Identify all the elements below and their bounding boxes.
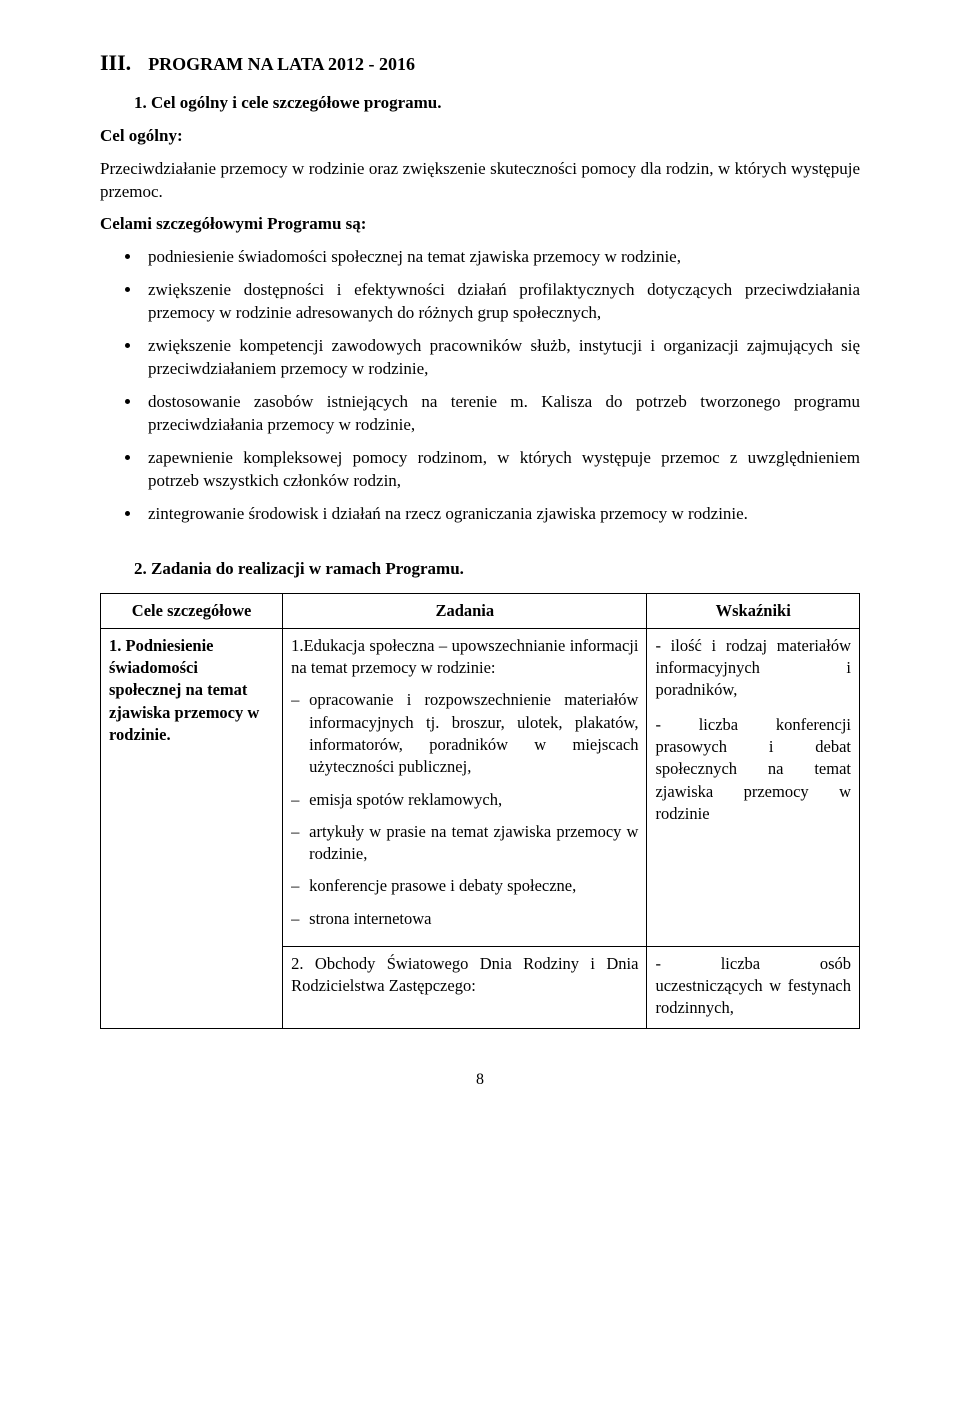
subsection-1-title: 1. Cel ogólny i cele szczegółowe program…: [134, 92, 860, 115]
wskaznik-text: - liczba konferencji prasowych i debat s…: [655, 714, 851, 825]
subsection-2-title: 2. Zadania do realizacji w ramach Progra…: [134, 558, 860, 581]
cell-cele-1: 1. Podniesienie świadomości społecznej n…: [101, 628, 283, 1028]
list-item: opracowanie i rozpowszechnienie materiał…: [291, 689, 638, 778]
celami-list: podniesienie świadomości społecznej na t…: [142, 246, 860, 525]
wskaznik-text: - ilość i rodzaj materiałów informacyjny…: [655, 635, 851, 702]
zadania-1-list: opracowanie i rozpowszechnienie materiał…: [291, 689, 638, 929]
page-number: 8: [100, 1069, 860, 1091]
list-item: zapewnienie kompleksowej pomocy rodzinom…: [142, 447, 860, 493]
list-item: artykuły w prasie na temat zjawiska prze…: [291, 821, 638, 866]
zadania-table: Cele szczegółowe Zadania Wskaźniki 1. Po…: [100, 593, 860, 1029]
th-cele: Cele szczegółowe: [101, 593, 283, 628]
list-item: emisja spotów reklamowych,: [291, 789, 638, 811]
list-item: konferencje prasowe i debaty społeczne,: [291, 875, 638, 897]
list-item: zwiększenie dostępności i efektywności d…: [142, 279, 860, 325]
cell-wskazniki-2: - liczba osób uczestniczących w festynac…: [647, 946, 860, 1028]
list-item: dostosowanie zasobów istniejących na ter…: [142, 391, 860, 437]
cell-zadania-2: 2. Obchody Światowego Dnia Rodziny i Dni…: [283, 946, 647, 1028]
list-item: zwiększenie kompetencji zawodowych praco…: [142, 335, 860, 381]
th-zadania: Zadania: [283, 593, 647, 628]
zadania-1-intro: 1.Edukacja społeczna – upowszechnianie i…: [291, 635, 638, 680]
wskaznik-text: - liczba osób uczestniczących w festynac…: [655, 953, 851, 1020]
list-item: zintegrowanie środowisk i działań na rze…: [142, 503, 860, 526]
table-row: 1. Podniesienie świadomości społecznej n…: [101, 628, 860, 946]
list-item: podniesienie świadomości społecznej na t…: [142, 246, 860, 269]
zadania-2-text: 2. Obchody Światowego Dnia Rodziny i Dni…: [291, 953, 638, 998]
celami-label: Celami szczegółowymi Programu są:: [100, 214, 366, 233]
section-roman: III.: [100, 50, 131, 75]
cel-ogolny-label: Cel ogólny:: [100, 126, 183, 145]
section-title: PROGRAM NA LATA 2012 - 2016: [148, 54, 415, 74]
cell-zadania-1: 1.Edukacja społeczna – upowszechnianie i…: [283, 628, 647, 946]
cell-wskazniki-1: - ilość i rodzaj materiałów informacyjny…: [647, 628, 860, 946]
list-item: strona internetowa: [291, 908, 638, 930]
cel-ogolny-text: Przeciwdziałanie przemocy w rodzinie ora…: [100, 158, 860, 204]
table-header-row: Cele szczegółowe Zadania Wskaźniki: [101, 593, 860, 628]
th-wskazniki: Wskaźniki: [647, 593, 860, 628]
